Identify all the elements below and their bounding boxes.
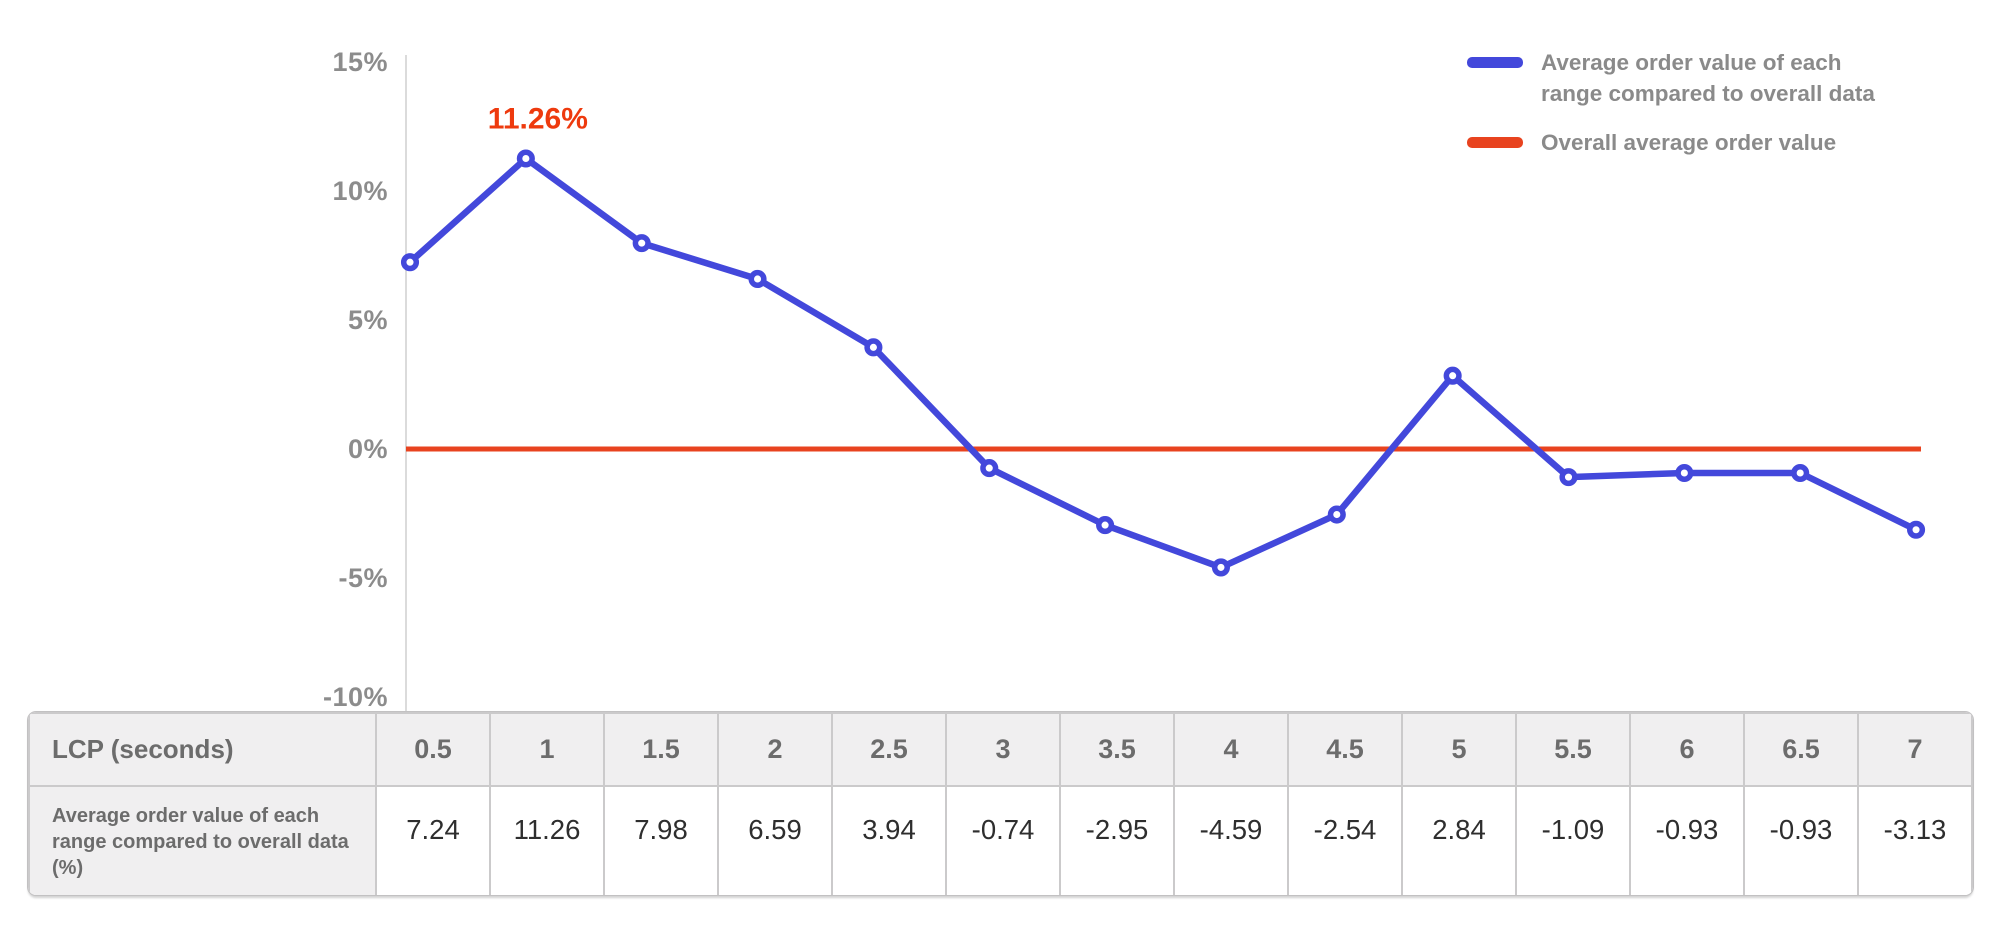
aov-vs-lcp-chart: 15% 10% 5% 0% -5% -10% 11.26% Average order v… bbox=[322, 47, 1926, 712]
data-point-marker bbox=[632, 234, 651, 253]
aov-value-cell: 2.84 bbox=[1401, 785, 1517, 895]
lcp-column-header: 0.5 bbox=[375, 712, 491, 787]
aov-value-cell: -0.93 bbox=[1743, 785, 1859, 895]
line-chart-plot-area: 11.26% bbox=[400, 55, 1926, 711]
lcp-column-header: 2.5 bbox=[831, 712, 947, 787]
legend-label-aov-series: Average order value of each range compar… bbox=[1541, 50, 1875, 106]
blue-line-swatch-icon bbox=[1467, 57, 1523, 68]
data-point-marker bbox=[748, 269, 767, 289]
table-corner-header: LCP (seconds) bbox=[28, 712, 377, 787]
data-point-marker bbox=[400, 253, 420, 272]
chart-legend: Average order value of each range compar… bbox=[1467, 47, 1891, 158]
lcp-data-table-grid: LCP (seconds) 0.5 1 1.5 2 2.5 3 3.5 4 4.5 5 5.5 6 6.5… bbox=[28, 712, 1973, 895]
aov-value-cell: -2.95 bbox=[1059, 785, 1175, 895]
aov-value-cell: 3.94 bbox=[831, 785, 947, 895]
aov-value-cell: -0.93 bbox=[1629, 785, 1745, 895]
lcp-column-header: 6 bbox=[1629, 712, 1745, 787]
aov-value-cell: 7.24 bbox=[375, 785, 491, 895]
lcp-column-header: 7 bbox=[1857, 712, 1973, 787]
data-point-marker bbox=[1791, 463, 1810, 483]
y-axis-tick-label: -5% bbox=[338, 563, 388, 593]
aov-value-cell: -2.54 bbox=[1287, 785, 1403, 895]
y-axis-tick-label: 15% bbox=[332, 47, 388, 77]
data-point-marker bbox=[1327, 505, 1346, 524]
data-point-marker bbox=[1096, 516, 1115, 535]
lcp-column-header: 1 bbox=[489, 712, 605, 787]
data-point-marker bbox=[1907, 520, 1926, 539]
data-point-marker bbox=[1675, 463, 1694, 483]
lcp-column-header: 5.5 bbox=[1515, 712, 1631, 787]
aov-series-line bbox=[406, 155, 1920, 571]
aov-value-cell: -1.09 bbox=[1515, 785, 1631, 895]
lcp-column-header: 3 bbox=[945, 712, 1061, 787]
aov-value-cell: -3.13 bbox=[1857, 785, 1973, 895]
table-values-row: Average order value of each range compar… bbox=[28, 785, 1973, 895]
legend-label-overall-average: Overall average order value bbox=[1541, 130, 1837, 155]
table-row-header: Average order value of each range compar… bbox=[28, 785, 377, 895]
legend-item-aov-series: Average order value of each range compar… bbox=[1467, 47, 1891, 109]
data-point-marker bbox=[1443, 366, 1462, 385]
data-point-marker bbox=[516, 149, 535, 168]
lcp-column-header: 2 bbox=[717, 712, 833, 787]
red-line-swatch-icon bbox=[1467, 137, 1523, 148]
aov-value-cell: 6.59 bbox=[717, 785, 833, 895]
y-axis-tick-label: 5% bbox=[347, 305, 388, 335]
lcp-column-header: 1.5 bbox=[603, 712, 719, 787]
data-point-marker bbox=[1559, 468, 1578, 487]
lcp-column-header: 5 bbox=[1401, 712, 1517, 787]
y-axis-tick-label: -10% bbox=[322, 682, 388, 712]
lcp-column-header: 6.5 bbox=[1743, 712, 1859, 787]
aov-value-cell: -4.59 bbox=[1173, 785, 1289, 895]
data-point-marker bbox=[980, 459, 999, 478]
lcp-column-header: 3.5 bbox=[1059, 712, 1175, 787]
lcp-column-header: 4 bbox=[1173, 712, 1289, 787]
peak-value-annotation: 11.26% bbox=[488, 102, 588, 135]
table-header-row: LCP (seconds) 0.5 1 1.5 2 2.5 3 3.5 4 4.5 5 5.5 6 6.5… bbox=[28, 712, 1973, 787]
y-axis-tick-label: 0% bbox=[347, 434, 388, 464]
lcp-column-header: 4.5 bbox=[1287, 712, 1403, 787]
data-point-marker bbox=[1211, 558, 1230, 577]
legend-item-overall-average: Overall average order value bbox=[1467, 127, 1891, 158]
y-axis-tick-label: 10% bbox=[332, 176, 388, 206]
aov-value-cell: 7.98 bbox=[603, 785, 719, 895]
aov-value-cell: 11.26 bbox=[489, 785, 605, 895]
lcp-data-table: LCP (seconds) 0.5 1 1.5 2 2.5 3 3.5 4 4.5 5 5.5 6 6.5… bbox=[28, 712, 1973, 895]
aov-value-cell: -0.74 bbox=[945, 785, 1061, 895]
data-point-marker bbox=[864, 338, 883, 357]
